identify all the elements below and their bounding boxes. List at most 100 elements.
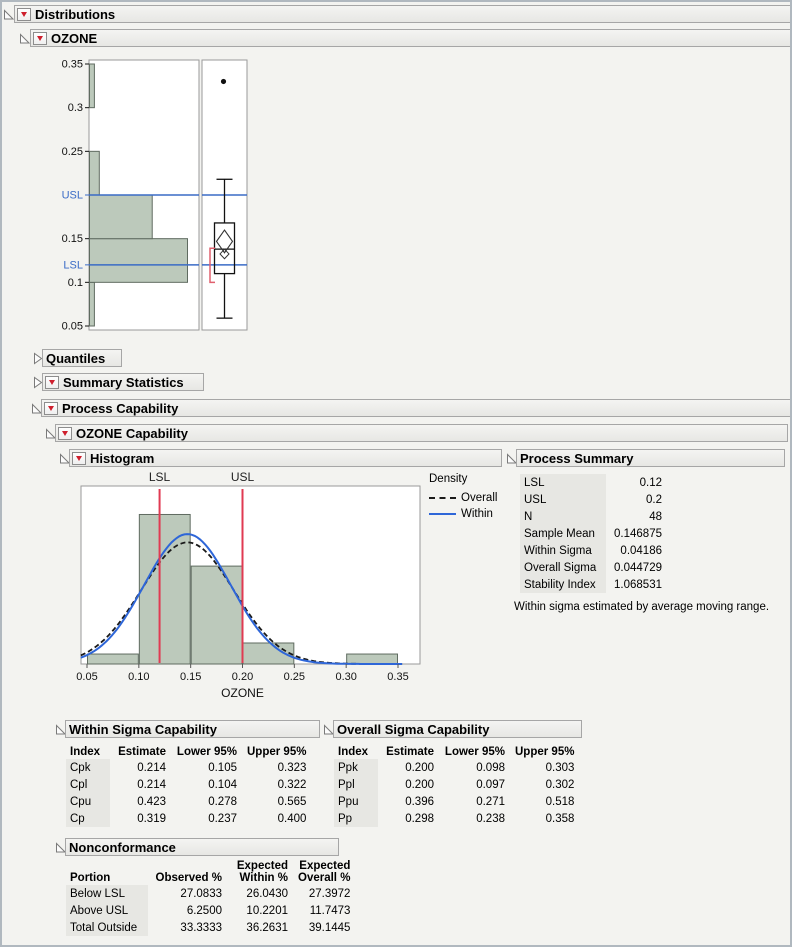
row-label: Ppl [334, 776, 378, 793]
histogram-bar[interactable] [89, 238, 188, 283]
header-within-sigma-capability[interactable]: Within Sigma Capability [65, 720, 320, 738]
red-triangle-menu-icon[interactable] [45, 375, 59, 389]
histogram-bar[interactable] [190, 565, 243, 665]
table-row: LSL 0.12 [520, 474, 668, 491]
row-label: Ppk [334, 759, 378, 776]
header-summary-statistics-label: Summary Statistics [63, 374, 184, 390]
header-process-summary[interactable]: Process Summary [516, 449, 785, 467]
histogram-bar[interactable] [138, 513, 191, 665]
svg-text:LSL: LSL [149, 470, 171, 484]
red-triangle-menu-icon[interactable] [17, 7, 31, 21]
red-triangle-menu-icon[interactable] [33, 31, 47, 45]
row-label: Overall Sigma [520, 559, 606, 576]
density-legend: Density Overall Within [429, 473, 497, 522]
cell-value: 27.3972 [308, 887, 351, 900]
histogram-bar[interactable] [89, 194, 153, 240]
table-row: Ppk 0.200 0.098 0.303 [334, 759, 580, 776]
svg-text:0.20: 0.20 [232, 671, 253, 683]
cell-value: 0.200 [405, 761, 434, 774]
cell-value: 0.319 [137, 812, 166, 825]
row-label: Stability Index [520, 576, 606, 593]
cell-value: 0.303 [545, 761, 575, 774]
header-overall-sigma-capability[interactable]: Overall Sigma Capability [333, 720, 582, 738]
header-process-capability[interactable]: Process Capability [41, 399, 790, 417]
red-triangle-menu-icon[interactable] [72, 451, 86, 465]
row-label: Sample Mean [520, 525, 606, 542]
svg-text:0.25: 0.25 [284, 671, 305, 683]
disclosure-open-icon[interactable] [55, 723, 67, 735]
disclosure-closed-icon[interactable] [32, 376, 44, 389]
disclosure-open-icon[interactable] [506, 452, 518, 464]
header-ozone-capability[interactable]: OZONE Capability [55, 424, 788, 442]
row-label: N [520, 508, 606, 525]
legend-entry-overall: Overall [429, 490, 497, 506]
histogram-bar[interactable] [89, 281, 95, 327]
red-triangle-menu-icon[interactable] [44, 401, 58, 415]
cell-value: 0.044729 [614, 561, 662, 574]
table-row: USL 0.2 [520, 491, 668, 508]
table-row: Below LSL 27.0833 26.0430 27.3972 [66, 885, 356, 902]
nonconformance-table: Portion Observed % Expected Within % Expecte… [66, 860, 356, 936]
disclosure-open-icon[interactable] [19, 32, 31, 44]
table-row: Pp 0.298 0.238 0.358 [334, 810, 580, 827]
disclosure-closed-icon[interactable] [32, 352, 44, 365]
cell-value: 1.068531 [614, 578, 662, 591]
cell-value: 26.0430 [246, 887, 288, 900]
disclosure-open-icon[interactable] [55, 841, 67, 853]
header-nonconformance[interactable]: Nonconformance [65, 838, 339, 856]
cell-value: 0.214 [137, 778, 166, 791]
header-quantiles[interactable]: Quantiles [42, 349, 122, 367]
cell-value: 0.302 [545, 778, 575, 791]
svg-text:OZONE: OZONE [221, 686, 264, 700]
row-label: Within Sigma [520, 542, 606, 559]
column-header: Lower 95% [444, 746, 505, 758]
cell-value: 0.518 [545, 795, 575, 808]
histogram-bar[interactable] [89, 150, 100, 196]
table-row: Cpl 0.214 0.104 0.322 [66, 776, 312, 793]
row-label: Ppu [334, 793, 378, 810]
cell-value: 0.298 [405, 812, 434, 825]
header-distributions[interactable]: Distributions [14, 5, 790, 23]
column-header: Estimate [386, 746, 434, 758]
histogram-bar[interactable] [87, 653, 139, 665]
table-row: Cpk 0.214 0.105 0.323 [66, 759, 312, 776]
disclosure-open-icon[interactable] [45, 427, 57, 439]
svg-text:0.15: 0.15 [62, 233, 83, 245]
svg-text:USL: USL [62, 190, 83, 202]
column-header: Index [338, 746, 369, 758]
svg-text:0.30: 0.30 [335, 671, 356, 683]
table-row: Sample Mean 0.146875 [520, 525, 668, 542]
svg-text:0.35: 0.35 [387, 671, 408, 683]
header-overall-sigma-label: Overall Sigma Capability [337, 721, 490, 737]
disclosure-open-icon[interactable] [31, 402, 43, 414]
cell-value: 48 [649, 510, 662, 523]
cell-value: 0.214 [137, 761, 166, 774]
cell-value: 0.097 [476, 778, 505, 791]
svg-text:0.3: 0.3 [68, 102, 83, 114]
legend-title: Density [429, 473, 468, 485]
histogram-bar[interactable] [346, 653, 398, 665]
red-triangle-menu-icon[interactable] [58, 426, 72, 440]
cell-value: 27.0833 [180, 887, 222, 900]
cell-value: 0.271 [476, 795, 505, 808]
disclosure-open-icon[interactable] [323, 723, 335, 735]
header-process-summary-label: Process Summary [520, 450, 634, 466]
table-row: Overall Sigma 0.044729 [520, 559, 668, 576]
legend-entry-within: Within [429, 506, 497, 522]
row-label: Cpu [66, 793, 110, 810]
table-row: Ppl 0.200 0.097 0.302 [334, 776, 580, 793]
column-header: Expected Within % [236, 860, 288, 884]
cell-value: 36.2631 [246, 921, 288, 934]
cell-value: 0.396 [405, 795, 434, 808]
histogram-bar[interactable] [89, 63, 95, 109]
cell-value: 33.3333 [180, 921, 222, 934]
header-ozone[interactable]: OZONE [30, 29, 790, 47]
cell-value: 39.1445 [308, 921, 351, 934]
disclosure-open-icon[interactable] [59, 452, 71, 464]
header-histogram[interactable]: Histogram [69, 449, 502, 467]
ozone-distribution-chart[interactable]: 0.35 0.3 0.25 USL 0.15 LSL 0.1 0.05 [57, 54, 253, 345]
cell-value: 0.423 [137, 795, 166, 808]
disclosure-open-icon[interactable] [3, 8, 15, 20]
header-summary-statistics[interactable]: Summary Statistics [42, 373, 204, 391]
capability-histogram-chart[interactable]: LSL USL 0.05 0.10 0.15 0.20 0.25 0.30 0.35 OZONE [60, 470, 428, 710]
